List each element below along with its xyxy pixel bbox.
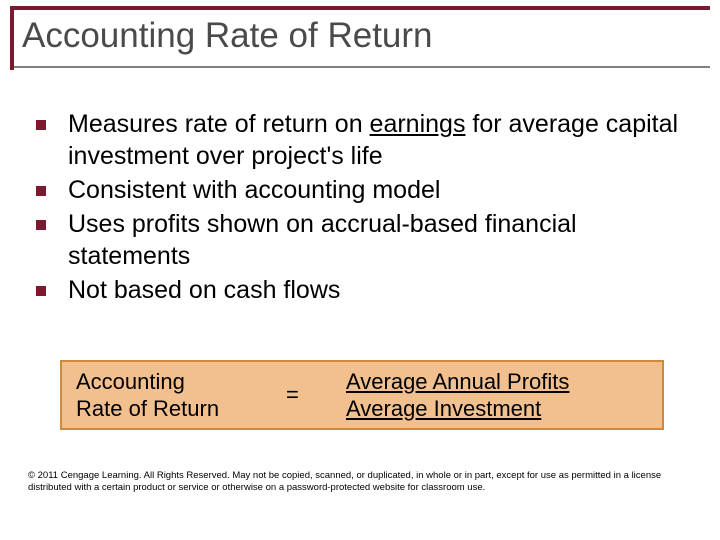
list-item: Measures rate of return on earnings for …	[28, 108, 698, 172]
slide-title: Accounting Rate of Return	[22, 16, 433, 56]
bullet-text: Consistent with accounting model	[68, 174, 440, 206]
bullet-text: Uses profits shown on accrual-based fina…	[68, 208, 698, 272]
title-frame-top	[10, 6, 710, 10]
formula-box: Accounting Rate of Return = Average Annu…	[60, 360, 664, 430]
title-underline	[14, 66, 710, 68]
bullet-icon	[36, 120, 46, 130]
bullet-icon	[36, 186, 46, 196]
formula-left: Accounting Rate of Return	[76, 368, 286, 423]
bullet-icon	[36, 220, 46, 230]
formula-right: Average Annual Profits Average Investmen…	[346, 368, 569, 423]
list-item: Uses profits shown on accrual-based fina…	[28, 208, 698, 272]
bullet-text: Not based on cash flows	[68, 274, 340, 306]
bullet-icon	[36, 286, 46, 296]
list-item: Not based on cash flows	[28, 274, 698, 306]
formula-equals: =	[286, 382, 346, 408]
copyright-footer: © 2011 Cengage Learning. All Rights Rese…	[28, 470, 692, 495]
bullet-text: Measures rate of return on earnings for …	[68, 108, 698, 172]
title-frame-left	[10, 6, 14, 70]
bullet-list: Measures rate of return on earnings for …	[28, 108, 698, 308]
list-item: Consistent with accounting model	[28, 174, 698, 206]
